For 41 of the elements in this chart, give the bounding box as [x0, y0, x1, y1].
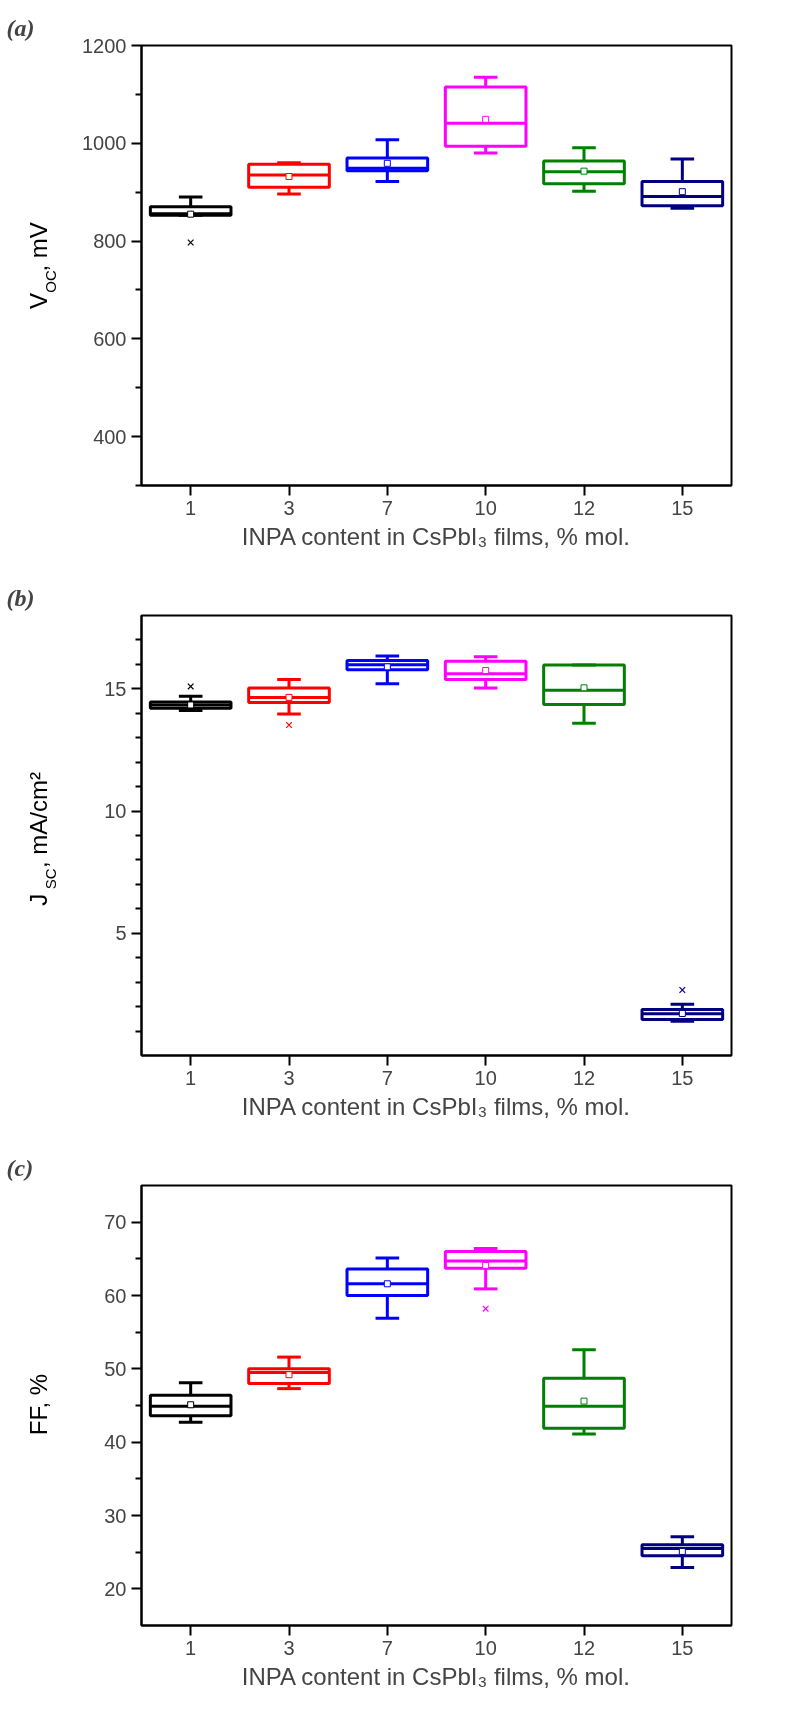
x-tick-label: 1: [185, 1636, 197, 1659]
y-tick-label: 600: [93, 327, 127, 350]
x-tick-label: 10: [474, 1066, 497, 1089]
y-axis-title: JSC, mA/cm²: [24, 772, 59, 906]
chart-title: (c): [6, 1154, 34, 1181]
y-tick-label: 1000: [82, 132, 127, 155]
y-tick-label: 5: [115, 922, 127, 945]
x-tick-label: 1: [185, 496, 197, 519]
x-tick-label: 3: [283, 1636, 295, 1659]
x-tick-label: 3: [283, 496, 295, 519]
x-tick-label: 7: [381, 1636, 393, 1659]
x-tick-label: 1: [185, 1066, 197, 1089]
y-tick-label: 60: [104, 1284, 127, 1307]
y-tick-label: 15: [104, 677, 127, 700]
x-tick-label: 12: [572, 1066, 596, 1089]
x-axis-title: INPA content in CsPbI₃ films, % mol.: [241, 1662, 630, 1690]
y-tick-label: 20: [104, 1577, 127, 1600]
y-axis-title: VOC, mV: [24, 222, 59, 310]
x-tick-label: 7: [381, 496, 393, 519]
y-tick-label: 50: [104, 1357, 127, 1380]
chart-title: (b): [6, 584, 35, 611]
x-tick-label: 7: [381, 1066, 393, 1089]
x-tick-label: 12: [572, 1636, 596, 1659]
y-tick-label: 40: [104, 1431, 127, 1454]
x-tick-label: 3: [283, 1066, 295, 1089]
y-tick-label: 400: [93, 425, 127, 448]
x-tick-label: 15: [671, 1066, 694, 1089]
x-tick-label: 10: [474, 1636, 497, 1659]
x-tick-label: 10: [474, 496, 497, 519]
y-tick-label: 1200: [82, 34, 127, 57]
chart-title: (a): [6, 14, 35, 41]
x-tick-label: 15: [671, 496, 694, 519]
y-tick-label: 70: [104, 1211, 127, 1234]
y-tick-label: 800: [93, 230, 127, 253]
x-axis-title: INPA content in CsPbI₃ films, % mol.: [241, 522, 630, 550]
x-tick-label: 12: [572, 496, 596, 519]
y-tick-label: 10: [104, 800, 127, 823]
y-axis-title: FF, %: [24, 1373, 52, 1436]
y-tick-label: 30: [104, 1504, 127, 1527]
x-tick-label: 15: [671, 1636, 694, 1659]
x-axis-title: INPA content in CsPbI₃ films, % mol.: [241, 1092, 630, 1120]
